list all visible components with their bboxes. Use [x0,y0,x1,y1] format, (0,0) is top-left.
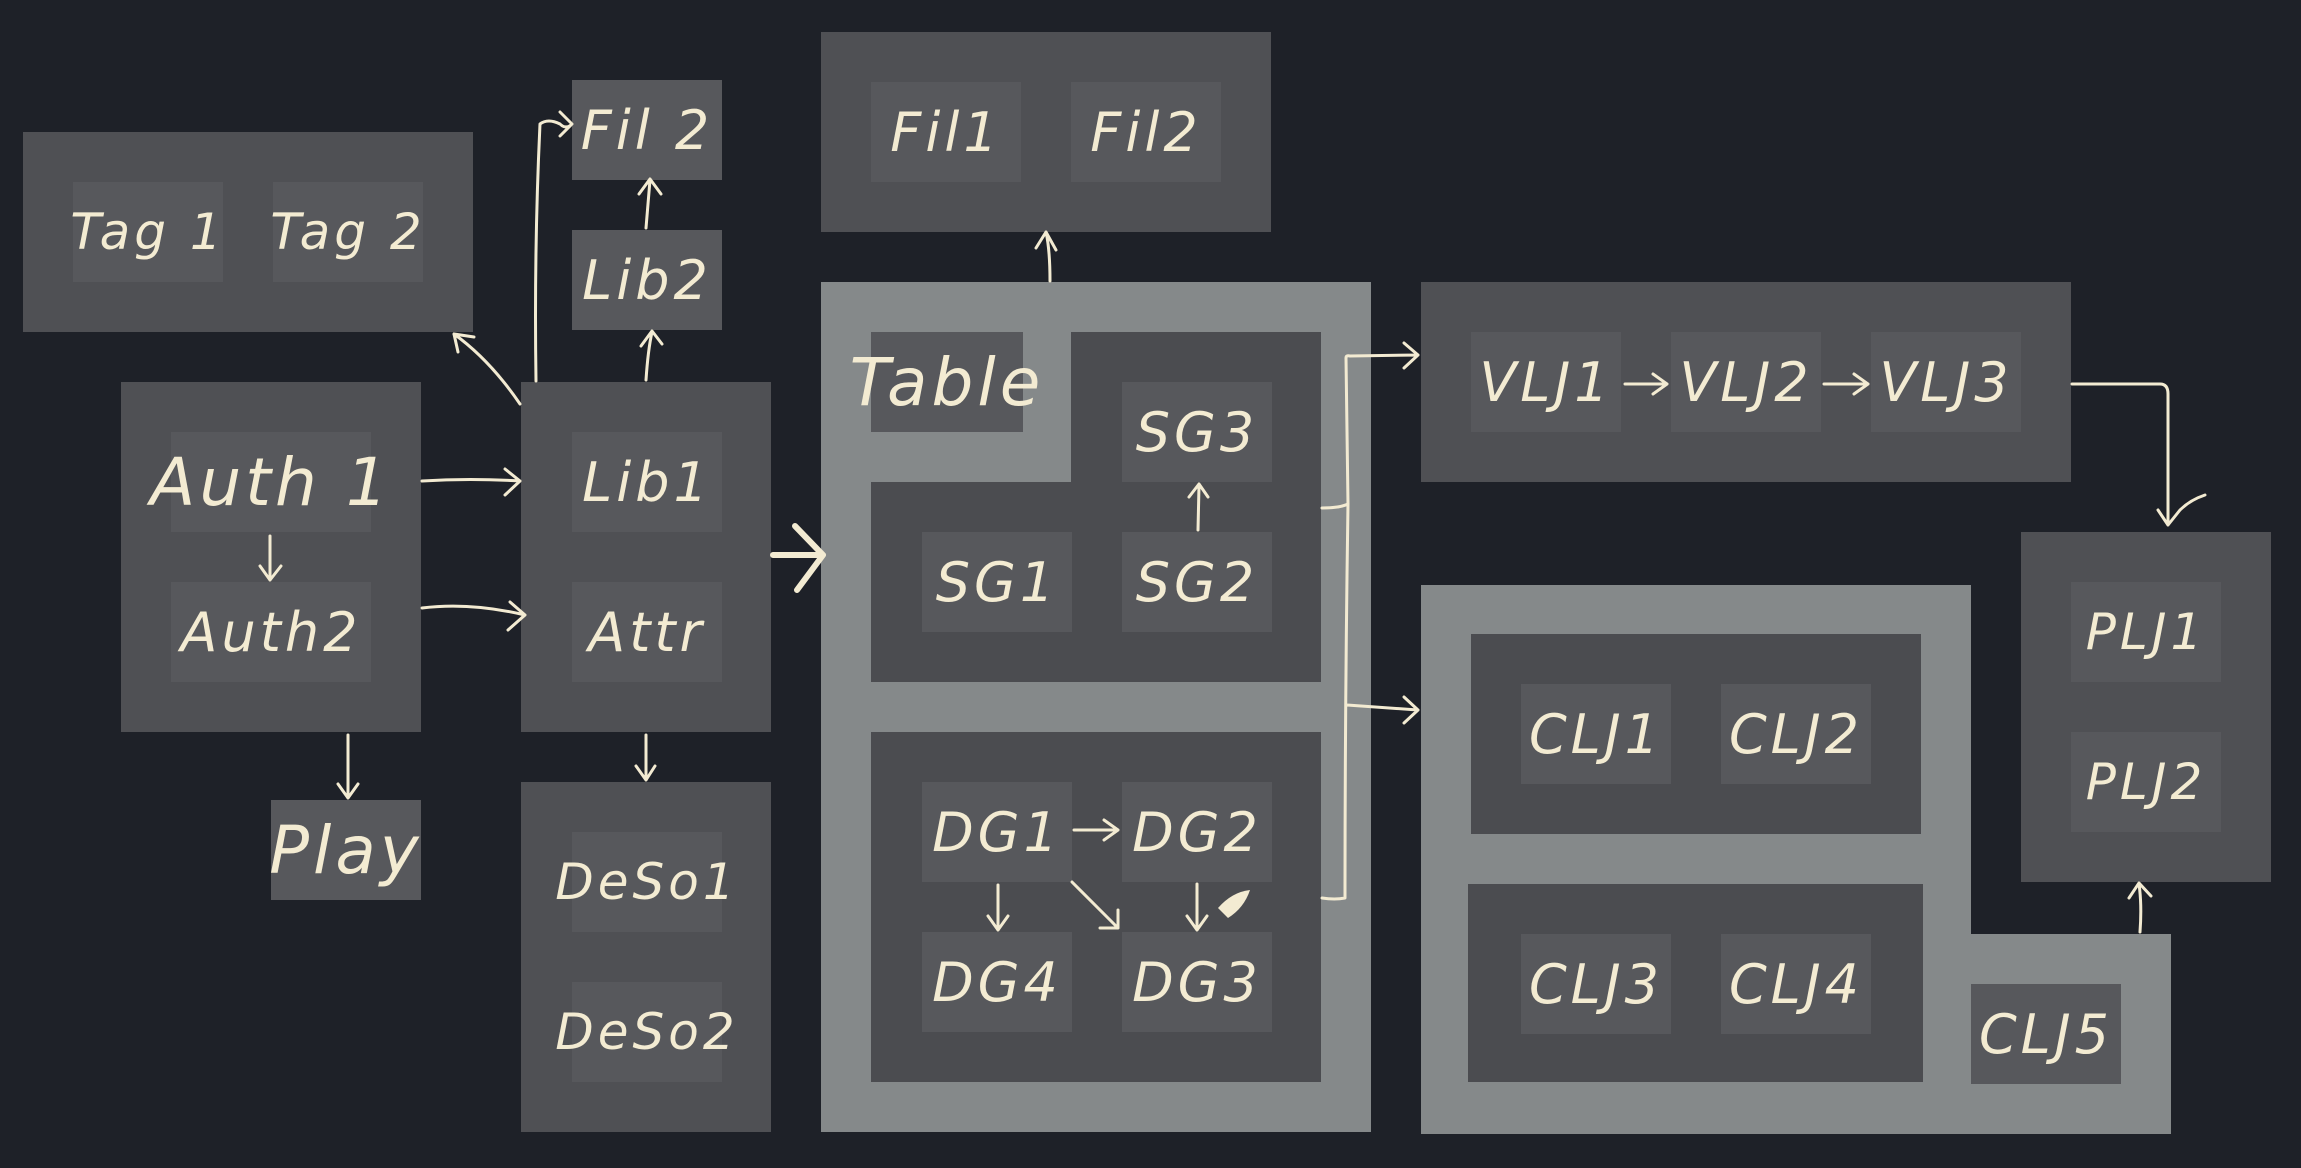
arrow-table-fil [1034,230,1058,283]
sg2-node[interactable]: SG2 [1122,532,1272,632]
auth2-node[interactable]: Auth2 [171,582,371,682]
arrow-lib2-fil2 [637,177,663,230]
tag1-node[interactable]: Tag 1 [70,182,223,282]
plj2-node[interactable]: PLJ2 [2071,732,2221,832]
vlj2-node[interactable]: VLJ2 [1671,332,1821,432]
dg1-node[interactable]: DG1 [922,782,1072,882]
fil2-right-node[interactable]: Fil2 [1071,82,1221,182]
fil2-left-node[interactable]: Fil 2 [572,80,722,180]
arrow-auth-play [336,733,360,800]
arrow-auth2-attr [420,600,527,632]
arrow-lib-fil2 [534,110,574,383]
clj2-node[interactable]: CLJ2 [1721,684,1871,784]
arrow-vlj-plj [2070,382,2207,527]
sg1-node[interactable]: SG1 [922,532,1072,632]
clj4-node[interactable]: CLJ4 [1721,934,1871,1034]
lib1-node[interactable]: Lib1 [572,432,722,532]
dg2-node[interactable]: DG2 [1122,782,1272,882]
arrow-auth1-lib1 [420,467,522,497]
lib2-node[interactable]: Lib2 [572,230,722,330]
tag2-node[interactable]: Tag 2 [270,182,423,282]
clj1-node[interactable]: CLJ1 [1521,684,1671,784]
arrow-clj5-plj [2127,881,2153,934]
vlj1-node[interactable]: VLJ1 [1471,332,1621,432]
clj3-node[interactable]: CLJ3 [1521,934,1671,1034]
deso1-node[interactable]: DeSo1 [555,832,735,932]
sg3-node[interactable]: SG3 [1122,382,1272,482]
clj5-node[interactable]: CLJ5 [1971,984,2121,1084]
plj1-node[interactable]: PLJ1 [2071,582,2221,682]
arrow-lib1-lib2 [639,329,664,382]
play-node[interactable]: Play [269,800,421,900]
auth1-node[interactable]: Auth 1 [150,432,388,532]
attr-node[interactable]: Attr [572,582,722,682]
fil1-node[interactable]: Fil1 [871,82,1021,182]
vlj3-node[interactable]: VLJ3 [1871,332,2021,432]
dg3-node[interactable]: DG3 [1122,932,1272,1032]
arrow-lib-table [770,523,826,593]
arrow-lib-tag [452,332,522,406]
arrow-lib-deso [634,733,657,782]
dg4-node[interactable]: DG4 [922,932,1072,1032]
deso2-node[interactable]: DeSo2 [555,982,735,1082]
table-node[interactable]: Table [850,332,1040,432]
